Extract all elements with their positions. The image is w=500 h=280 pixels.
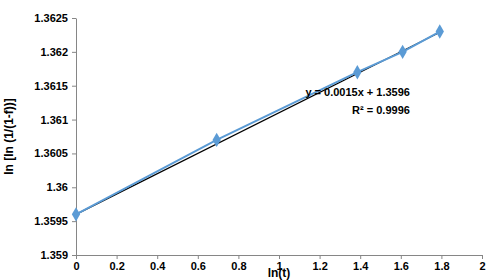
y-tick-mark [72,86,76,87]
marks [72,24,444,221]
chart: 00.20.40.60.811.21.41.61.821.3591.35951.… [0,0,500,280]
x-tick-label: 0.6 [191,260,206,272]
y-axis-title: ln [ln (1/(1-f))] [2,98,16,175]
x-tick-label: 0.4 [150,260,166,272]
x-tick-mark [198,255,199,259]
marker [72,207,80,221]
x-tick-mark [157,255,158,259]
marker [213,133,221,147]
x-tick: 1.2 [312,255,327,272]
x-tick-label: 0 [73,260,79,272]
x-tick-label: 2 [479,260,485,272]
x-tick: 0.4 [150,255,166,272]
x-tick-mark [117,255,118,259]
marker [436,24,444,38]
y-tick: 1.359 [40,249,76,261]
y-tick-label: 1.3605 [34,147,68,159]
x-tick-label: 1.6 [394,260,409,272]
x-tick-mark [441,255,442,259]
plot: 00.20.40.60.811.21.41.61.821.3591.35951.… [34,12,485,272]
marker [353,65,361,79]
y-tick-mark [72,52,76,53]
y-tick-mark [72,221,76,222]
y-tick: 1.3615 [34,80,76,92]
y-tick-label: 1.361 [40,114,68,126]
x-tick: 0.2 [109,255,124,272]
x-tick: 1.8 [434,255,449,272]
x-tick-mark [482,255,483,259]
x-tick: 0 [73,255,79,272]
y-tick: 1.362 [40,46,76,58]
x-tick-mark [320,255,321,259]
x-tick: 0.8 [231,255,246,272]
x-tick-label: 1.8 [434,260,449,272]
y-tick-label: 1.359 [40,249,68,261]
y-tick-mark [72,255,76,256]
y-tick-mark [72,153,76,154]
x-tick-mark [238,255,239,259]
x-tick: 0.6 [191,255,206,272]
x-tick-label: 0.8 [231,260,246,272]
x-tick: 2 [479,255,485,272]
y-tick-label: 1.36 [47,181,68,193]
x-tick-label: 0.2 [109,260,124,272]
x-tick-mark [279,255,280,259]
y-tick-mark [72,18,76,19]
x-tick: 1.6 [394,255,409,272]
y-tick: 1.3625 [34,12,76,24]
series-line [76,32,440,215]
y-tick-mark [72,187,76,188]
series-line [76,32,441,215]
x-axis-title: ln(t) [268,266,291,280]
x-tick-mark [401,255,402,259]
x-tick-mark [360,255,361,259]
marker [398,45,406,59]
y-tick-mark [72,120,76,121]
y-tick: 1.36 [47,181,76,193]
y-axis: 1.359 1.3595 1.36 1.3605 1.361 1.3615 1.362 1.3… [34,12,76,261]
x-tick-label: 1.4 [353,260,369,272]
y-tick: 1.3595 [34,215,76,227]
x-tick: 1.4 [353,255,369,272]
x-tick-mark [76,255,77,259]
x-tick-label: 1.2 [312,260,327,272]
y-tick-label: 1.362 [40,46,68,58]
y-tick: 1.361 [40,114,76,126]
annotation: R² = 0.9996 [352,104,410,116]
annotation: y = 0.0015x + 1.3596 [305,86,410,98]
y-tick-label: 1.3615 [34,80,68,92]
y-tick-label: 1.3595 [34,215,68,227]
y-tick-label: 1.3625 [34,12,68,24]
y-tick: 1.3605 [34,147,76,159]
